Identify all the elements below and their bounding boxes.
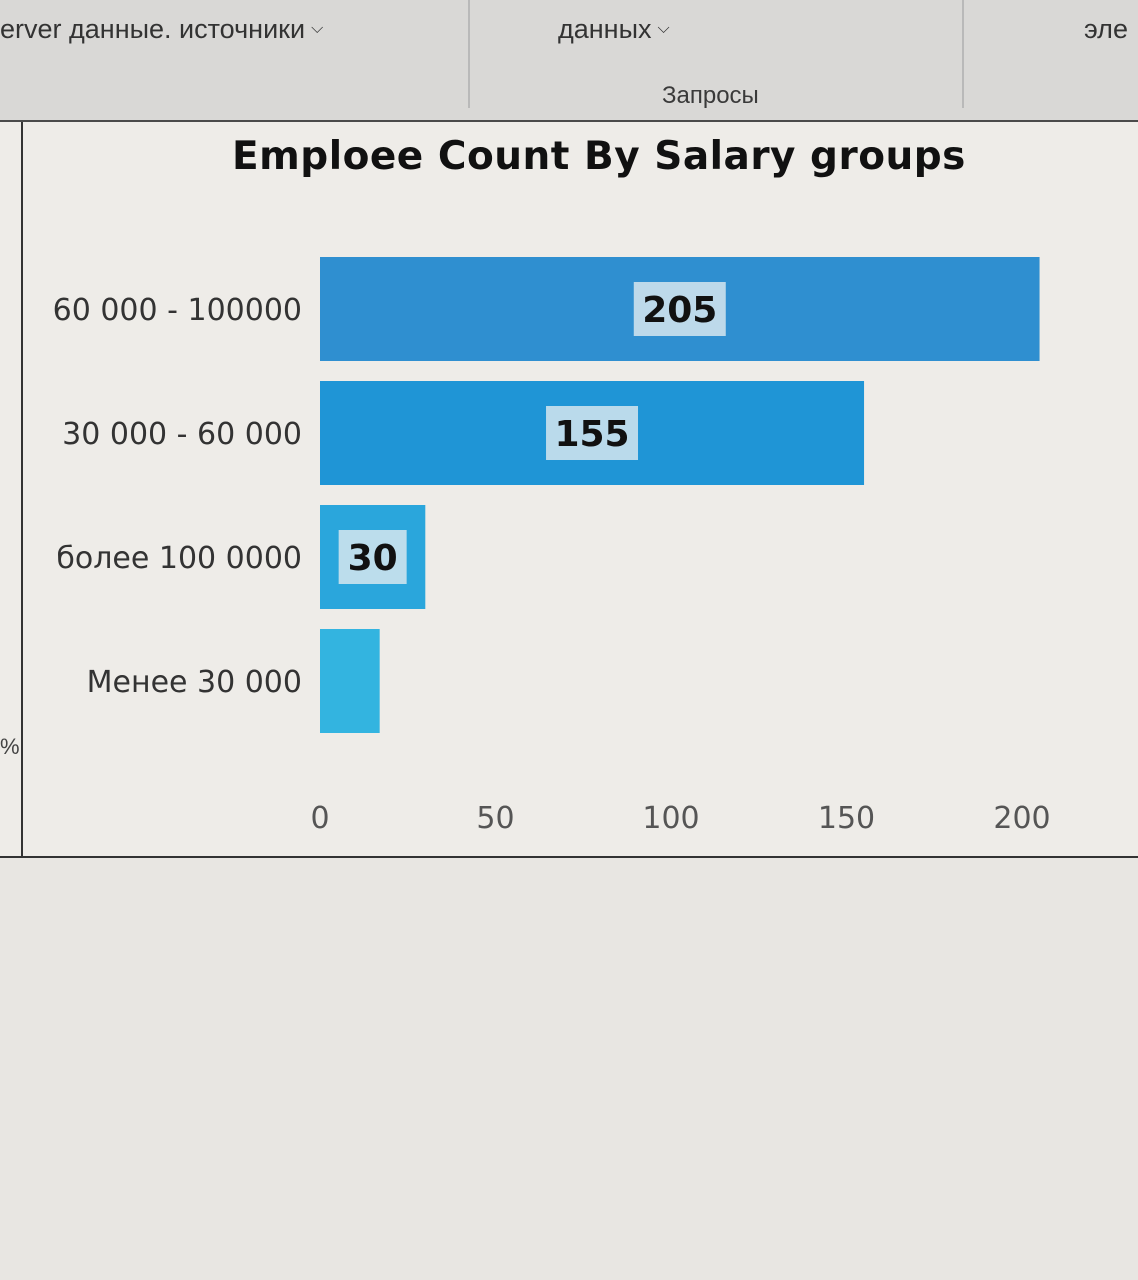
data-label-box-2 xyxy=(338,530,407,584)
category-label-3: Менее 30 000 xyxy=(87,665,302,700)
ribbon: erver данные. источники ⌵ данных ⌵ Запро… xyxy=(0,0,1138,122)
data-sources-button[interactable]: erver данные. источники ⌵ xyxy=(0,14,323,45)
elements-button[interactable]: эле xyxy=(1084,14,1128,45)
x-tick-label-2: 100 xyxy=(642,801,699,836)
chart-frame-left-border xyxy=(21,122,23,856)
data-label-1: 155 xyxy=(554,414,629,455)
chart-title: Emploee Count By Salary groups xyxy=(232,134,966,179)
data-label-2: 30 xyxy=(348,538,398,579)
queries-group-label: Запросы xyxy=(662,82,759,109)
percent-label: % xyxy=(0,734,20,759)
category-label-2: более 100 0000 xyxy=(56,541,302,576)
x-tick-label-0: 0 xyxy=(310,801,329,836)
x-tick-label-1: 50 xyxy=(476,801,514,836)
category-label-1: 30 000 - 60 000 xyxy=(62,417,302,452)
x-tick-label-3: 150 xyxy=(818,801,875,836)
data-label-box-0 xyxy=(633,282,726,336)
bar-chart: 60 000 - 100000 205 30 000 - 60 000 155 боле… xyxy=(53,257,1051,836)
data-sources-label: erver данные. источники xyxy=(0,14,306,44)
worksheet-area xyxy=(0,858,1138,1280)
chevron-down-icon: ⌵ xyxy=(311,19,324,37)
category-label-0: 60 000 - 100000 xyxy=(53,293,302,328)
ribbon-separator xyxy=(962,0,964,108)
ribbon-separator xyxy=(468,0,470,108)
chart-area[interactable]: % Emploee Count By Salary groups 60 000 … xyxy=(0,122,1138,858)
data-label-box-1 xyxy=(546,406,639,460)
data-button-label: данных xyxy=(558,14,652,44)
data-label-0: 205 xyxy=(642,290,717,331)
data-button[interactable]: данных ⌵ xyxy=(558,14,670,45)
elements-button-label: эле xyxy=(1084,14,1128,44)
chevron-down-icon: ⌵ xyxy=(657,19,670,37)
bar-3 xyxy=(320,629,380,733)
x-tick-label-4: 200 xyxy=(993,801,1050,836)
